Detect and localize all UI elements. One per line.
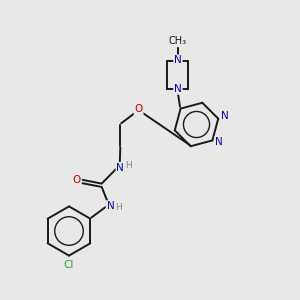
Text: H: H (115, 203, 122, 212)
Text: CH₃: CH₃ (169, 36, 187, 46)
Text: N: N (174, 84, 182, 94)
Text: H: H (125, 161, 131, 170)
Text: N: N (221, 111, 229, 121)
Text: O: O (134, 104, 143, 114)
Text: N: N (174, 55, 182, 65)
Text: N: N (116, 163, 124, 173)
Text: N: N (215, 137, 223, 147)
Text: O: O (73, 175, 81, 185)
Text: Cl: Cl (64, 260, 74, 270)
Text: N: N (106, 201, 114, 211)
